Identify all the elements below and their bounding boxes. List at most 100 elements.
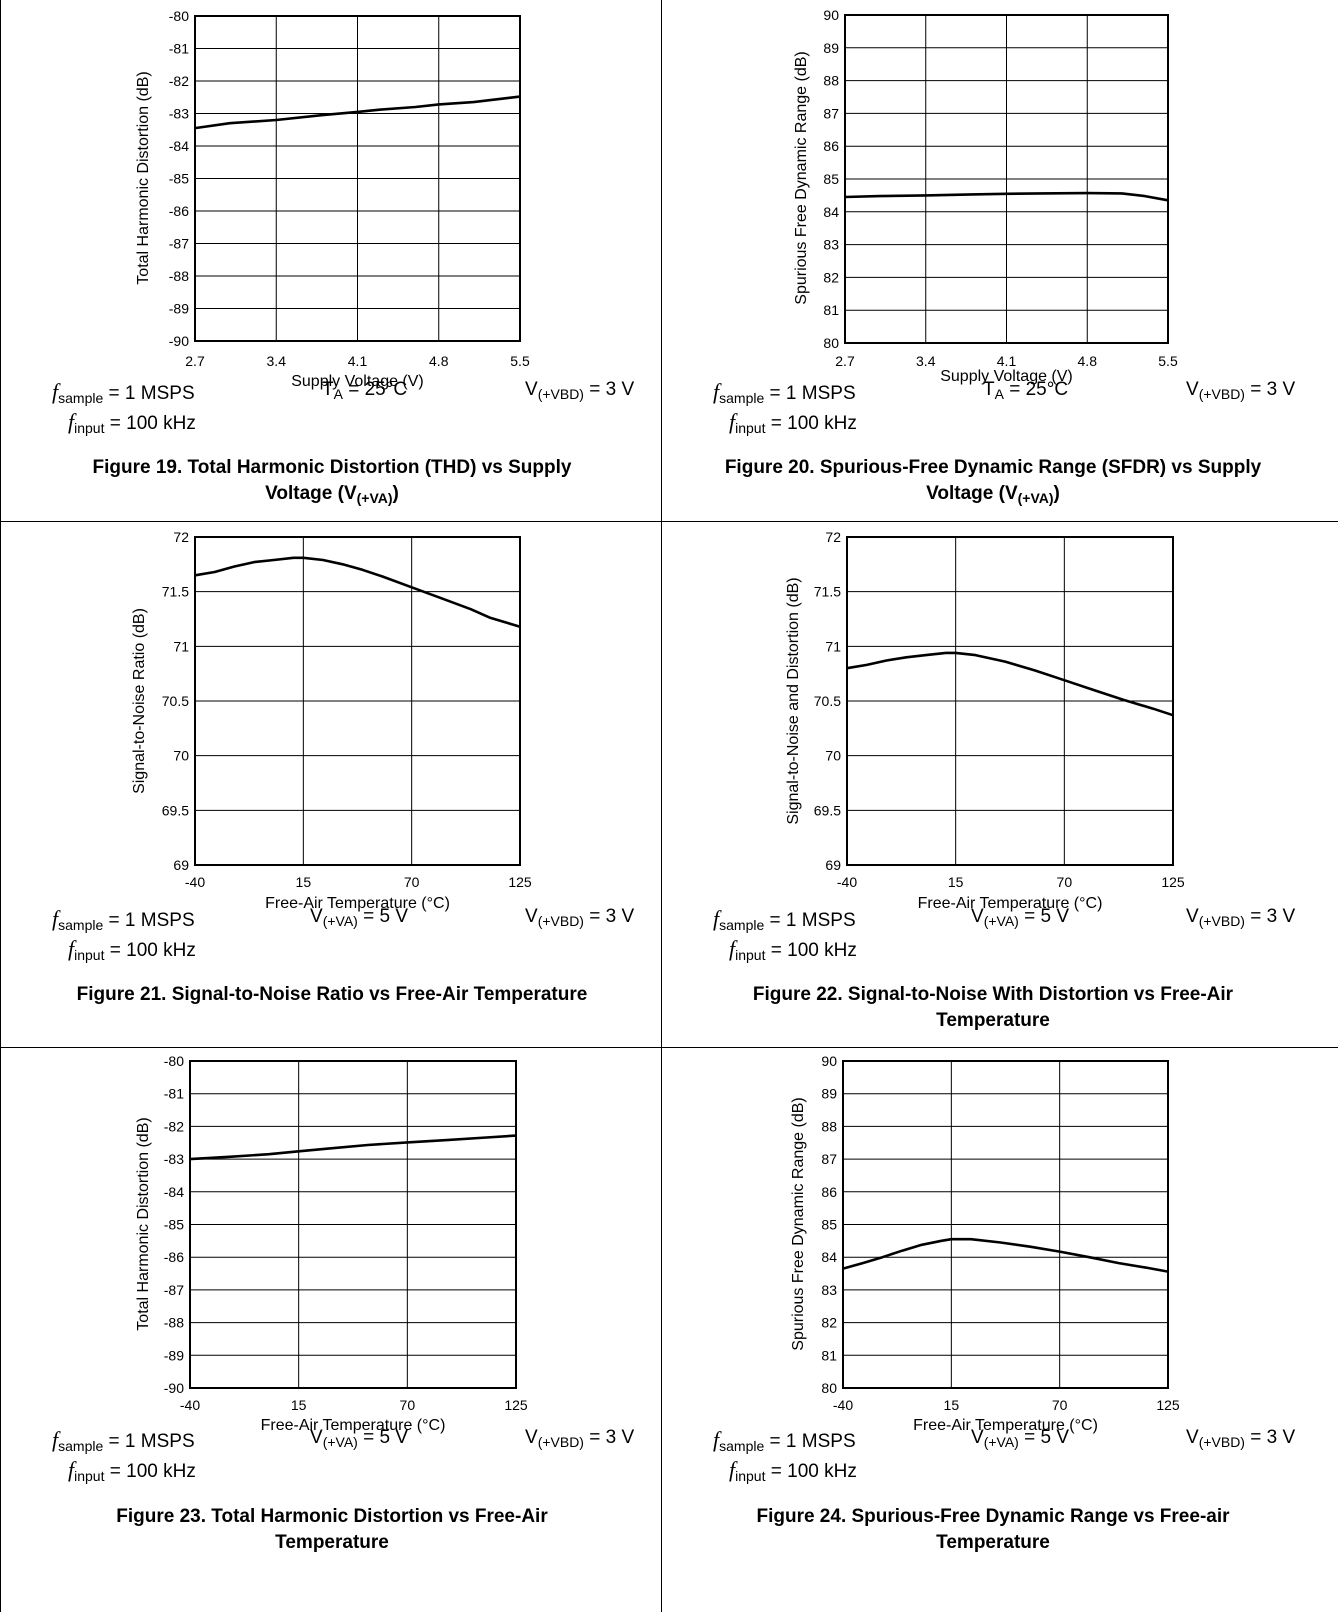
fig21-ytick-label: 71.5 [162, 584, 189, 600]
frame-row-divider-1 [0, 521, 1338, 522]
fig23-xtick-label: 70 [400, 1397, 416, 1413]
fig24-cond-finput: finput = 100 kHz [729, 1457, 857, 1484]
fig20-ytick-label: 83 [823, 237, 839, 253]
fig21-series-line-0 [194, 556, 521, 628]
fig24-ytick-label: 82 [821, 1315, 837, 1331]
fig24-ytick-label: 88 [821, 1118, 837, 1134]
fig19-xtick-label: 4.1 [348, 353, 368, 369]
fig21-ytick-label: 69 [173, 857, 189, 873]
fig23-cond-middle: V(+VA) = 5 V [310, 1427, 408, 1450]
fig20-cond-middle: TA = 25°C [983, 379, 1069, 402]
fig20-xtick-label: 5.5 [1158, 353, 1178, 369]
fig21-ytick-label: 69.5 [162, 802, 189, 818]
fig19-xtick-label: 4.8 [429, 353, 449, 369]
fig23-ytick-label: -90 [164, 1380, 184, 1396]
fig21-y-axis-label: Signal-to-Noise Ratio (dB) [131, 608, 148, 794]
fig19-cond-fsample: fsample = 1 MSPS [52, 379, 195, 406]
fig20-ytick-label: 81 [823, 302, 839, 318]
fig19-ytick-label: -80 [169, 8, 189, 24]
fig19-ytick-label: -83 [169, 106, 189, 122]
fig23-chart: -80 -81 -82 -83 -84 -85 -86 -87 -88 -89 -90-40 15 70… [135, 1053, 528, 1434]
fig24-caption: Figure 24. Spurious-Free Dynamic Range v… [756, 1506, 1230, 1553]
fig24-xtick-label: -40 [833, 1397, 853, 1413]
fig24-ytick-label: 84 [821, 1249, 837, 1265]
fig22-y-axis-label: Signal-to-Noise and Distortion (dB) [785, 577, 802, 824]
fig24-xtick-label: 70 [1052, 1397, 1068, 1413]
fig23-ytick-label: -81 [164, 1086, 184, 1102]
fig21-xtick-label: 70 [404, 874, 420, 890]
fig22-ytick-label: 71.5 [814, 584, 841, 600]
fig20-ytick-label: 84 [823, 204, 839, 220]
frame-row-divider-2 [0, 1047, 1338, 1048]
fig20-cond-finput: finput = 100 kHz [729, 409, 857, 436]
fig23-ytick-label: -84 [164, 1184, 184, 1200]
fig23-cond-vbd: V(+VBD) = 3 V [525, 1427, 635, 1450]
fig24-xtick-label: 125 [1156, 1397, 1180, 1413]
fig23-x-axis-label: Free-Air Temperature (°C) [261, 1417, 446, 1434]
fig21-ytick-label: 70.5 [162, 693, 189, 709]
fig22-cond-fsample: fsample = 1 MSPS [713, 906, 856, 933]
fig21-ytick-label: 71 [173, 638, 189, 654]
fig22-xtick-label: 15 [948, 874, 964, 890]
fig24-y-axis-label: Spurious Free Dynamic Range (dB) [790, 1097, 807, 1350]
fig19-xtick-label: 2.7 [185, 353, 205, 369]
fig20-cond-fsample: fsample = 1 MSPS [713, 379, 856, 406]
fig19-ytick-label: -87 [169, 236, 189, 252]
fig19-series-line-0 [194, 95, 521, 130]
fig20-xtick-label: 4.1 [997, 353, 1017, 369]
fig19-ytick-label: -84 [169, 138, 189, 154]
fig20-x-axis-label: Supply Voltage (V) [940, 368, 1073, 385]
fig19-xtick-label: 5.5 [510, 353, 530, 369]
fig24-cond-vbd: V(+VBD) = 3 V [1186, 1427, 1296, 1450]
fig19-plot-frame [194, 15, 521, 342]
fig23-ytick-label: -88 [164, 1315, 184, 1331]
fig20-series-line-0 [844, 191, 1169, 202]
fig20-xtick-label: 4.8 [1078, 353, 1098, 369]
fig24-ytick-label: 86 [821, 1184, 837, 1200]
fig20-ytick-label: 85 [823, 171, 839, 187]
fig19-xtick-label: 3.4 [267, 353, 287, 369]
fig24-xtick-label: 15 [944, 1397, 960, 1413]
fig22-series-line-0 [846, 651, 1174, 717]
fig23-xtick-label: 15 [291, 1397, 307, 1413]
fig22-ytick-label: 70.5 [814, 693, 841, 709]
fig22-xtick-label: 125 [1161, 874, 1185, 890]
fig21-ytick-label: 72 [173, 529, 189, 545]
fig24-cond-middle: V(+VA) = 5 V [971, 1427, 1069, 1450]
fig19-ytick-label: -86 [169, 203, 189, 219]
fig19-y-axis-label: Total Harmonic Distortion (dB) [135, 71, 152, 284]
fig20-chart: 90 89 88 87 86 85 84 83 82 81 80 2.7 3.4 4.1 4.8 5.5 Sup… [793, 7, 1178, 385]
fig21-xtick-label: 125 [508, 874, 532, 890]
fig22-caption: Figure 22. Signal-to-Noise With Distorti… [752, 984, 1234, 1031]
fig24-chart: 90 89 88 87 86 85 84 83 82 81 80-40 15 70 125 Free-Air… [790, 1053, 1180, 1434]
fig23-ytick-label: -80 [164, 1053, 184, 1069]
fig22-ytick-label: 71 [825, 638, 841, 654]
fig19-ytick-label: -88 [169, 268, 189, 284]
fig24-ytick-label: 85 [821, 1217, 837, 1233]
fig21-cond-finput: finput = 100 kHz [68, 936, 196, 963]
fig23-xtick-label: -40 [180, 1397, 200, 1413]
fig22-cond-middle: V(+VA) = 5 V [971, 906, 1069, 929]
fig22-xtick-label: -40 [837, 874, 857, 890]
fig19-cond-middle: TA = 25°C [322, 379, 408, 402]
fig19-caption: Figure 19. Total Harmonic Distortion (TH… [92, 457, 572, 506]
fig22-plot-frame [846, 536, 1174, 866]
fig23-cond-finput: finput = 100 kHz [68, 1457, 196, 1484]
fig24-ytick-label: 83 [821, 1282, 837, 1298]
fig22-chart: 72 71.5 71 70.5 70 69.5 69-40 15 70 125 Free-Air T… [785, 529, 1185, 912]
fig22-x-axis-label: Free-Air Temperature (°C) [918, 895, 1103, 912]
fig19-cond-vbd: V(+VBD) = 3 V [525, 379, 635, 402]
fig24-ytick-label: 80 [821, 1380, 837, 1396]
fig23-plot-frame [189, 1060, 517, 1389]
fig24-ytick-label: 89 [821, 1086, 837, 1102]
frame-center-divider [661, 0, 662, 1612]
fig23-xtick-label: 125 [504, 1397, 528, 1413]
fig20-cond-vbd: V(+VBD) = 3 V [1186, 379, 1296, 402]
fig21-cond-fsample: fsample = 1 MSPS [52, 906, 195, 933]
fig24-ytick-label: 90 [821, 1053, 837, 1069]
fig22-xtick-label: 70 [1057, 874, 1073, 890]
fig20-ytick-label: 88 [823, 73, 839, 89]
fig22-cond-vbd: V(+VBD) = 3 V [1186, 906, 1296, 929]
fig20-caption: Figure 20. Spurious-Free Dynamic Range (… [724, 457, 1262, 506]
fig23-ytick-label: -86 [164, 1249, 184, 1265]
